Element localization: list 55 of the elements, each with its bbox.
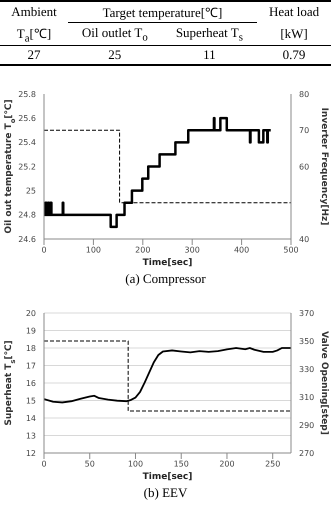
y2-tick-label: 330 xyxy=(299,364,314,374)
y-tick-label: 25.6 xyxy=(18,114,36,124)
y2-axis-title: Inverter Frequency[Hz] xyxy=(319,108,329,226)
y-tick-label: 25.8 xyxy=(18,90,36,99)
x-axis-title: Time[sec] xyxy=(142,472,192,482)
y-tick-label: 18 xyxy=(26,344,36,353)
y2-tick-label: 350 xyxy=(299,336,314,346)
text: Heat load xyxy=(268,4,320,20)
y2-tick-label: 270 xyxy=(299,448,314,458)
y2-tick-label: 40 xyxy=(299,234,310,244)
y-tick-label: 24.8 xyxy=(18,210,36,220)
text: (a) Compressor xyxy=(124,271,207,287)
text: [kW] xyxy=(280,26,308,41)
x-tick-label: 0 xyxy=(41,460,47,469)
y2-tick-label: 70 xyxy=(299,126,310,136)
text: Ambient xyxy=(11,4,57,20)
y-tick-label: 15 xyxy=(26,396,36,406)
y2-tick-label: 60 xyxy=(299,162,310,172)
text: 0.79 xyxy=(282,47,306,62)
y-tick-label: 17 xyxy=(26,361,36,370)
text: T$_{a}$[℃] xyxy=(16,26,52,44)
y-tick-label: 14 xyxy=(26,414,36,423)
y-tick-label: 16 xyxy=(26,378,36,388)
y-tick-label: 19 xyxy=(26,326,36,336)
text: 27 xyxy=(27,47,40,62)
y-tick-label: 25 xyxy=(26,186,36,196)
y-tick-label: 20 xyxy=(26,308,36,318)
text: Oil outlet T$_{o}$ xyxy=(82,24,148,44)
x-tick-label: 100 xyxy=(86,246,102,255)
x-tick-label: 0 xyxy=(41,246,47,255)
text: (b) EEV xyxy=(142,485,188,501)
x-axis-title: Time[sec] xyxy=(142,258,192,268)
text: Target temperature[℃] xyxy=(102,5,222,20)
x-tick-label: 200 xyxy=(219,460,235,469)
x-tick-label: 100 xyxy=(128,460,144,469)
y-tick-label: 24.6 xyxy=(18,234,36,244)
text: 11 xyxy=(203,47,216,62)
y2-tick-label: 310 xyxy=(299,392,314,402)
y2-tick-label: 370 xyxy=(299,308,314,318)
y-tick-label: 25.2 xyxy=(18,162,36,172)
y-tick-label: 13 xyxy=(26,431,36,440)
x-tick-label: 250 xyxy=(265,460,280,469)
y2-tick-label: 80 xyxy=(299,90,310,99)
y2-tick-label: 290 xyxy=(299,420,314,430)
x-tick-label: 200 xyxy=(135,246,150,255)
x-tick-label: 400 xyxy=(234,246,250,255)
y-tick-label: 12 xyxy=(26,448,36,458)
y-tick-label: 25.4 xyxy=(18,138,36,148)
y2-axis-title: Valve Opening[step] xyxy=(319,331,329,435)
x-tick-label: 300 xyxy=(184,246,200,255)
x-tick-label: 50 xyxy=(84,460,95,469)
text: Superheat T$_{s}$ xyxy=(176,24,243,44)
x-tick-label: 500 xyxy=(283,246,299,255)
text: 25 xyxy=(108,47,122,62)
x-tick-label: 150 xyxy=(174,460,189,469)
